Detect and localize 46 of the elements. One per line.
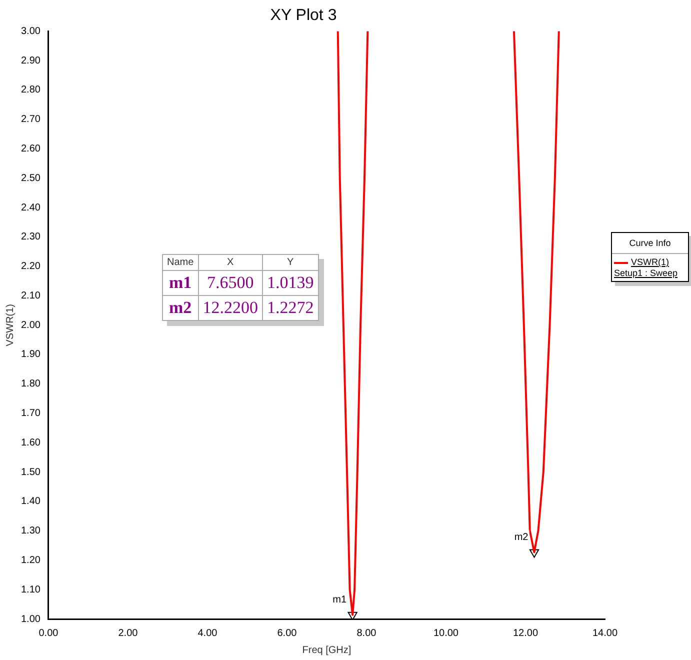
y-tick-label: 1.10	[20, 584, 41, 596]
y-tick-label: 1.60	[20, 437, 41, 448]
annotation: Name	[162, 254, 198, 270]
y-tick-label: 2.60	[20, 144, 41, 155]
annotation: 7.6500	[198, 270, 262, 296]
y-axis-title: VSWR(1)	[4, 304, 16, 346]
text: Setup1 : Sweep	[613, 268, 679, 280]
y-tick-label: 2.80	[20, 84, 41, 96]
x-tick-label: 8.00	[356, 628, 377, 639]
legend-title: Curve Info	[612, 233, 688, 254]
y-tick-label: 2.10	[20, 290, 41, 302]
annotation: m2	[162, 296, 198, 320]
y-tick-label: 2.20	[20, 261, 41, 272]
x-tick-label: 4.00	[198, 628, 218, 639]
annotation: 12.2200	[198, 296, 262, 320]
x-axis-title: Freq [GHz]	[302, 644, 352, 656]
y-tick-label: 2.90	[20, 55, 41, 66]
chart-title: XY Plot 3	[270, 7, 337, 24]
x-tick-label: 14.00	[592, 628, 618, 639]
y-tick-label: 3.00	[20, 26, 41, 37]
annotation: m2	[514, 532, 529, 543]
annotation: 1.2272	[262, 296, 318, 320]
y-tick-label: 2.40	[20, 202, 41, 214]
y-tick-label: 1.90	[20, 349, 41, 360]
annotation: 1.0139	[262, 270, 318, 296]
y-tick-label: 2.50	[20, 172, 41, 184]
y-tick-label: 2.30	[20, 232, 41, 243]
y-tick-label: 1.00	[20, 614, 41, 625]
annotation: X	[198, 254, 262, 270]
y-tick-label: 2.70	[20, 114, 41, 126]
y-tick-label: 1.50	[20, 466, 41, 478]
legend-label: VSWR(1)	[631, 257, 669, 267]
annotation: Y	[262, 254, 318, 270]
annotation: m1	[162, 270, 198, 296]
x-tick-label: 10.00	[433, 628, 459, 639]
y-tick-label: 1.20	[20, 554, 41, 566]
x-tick-label: 2.00	[118, 628, 138, 639]
y-tick-label: 1.70	[20, 408, 41, 420]
y-tick-label: 1.30	[20, 526, 41, 537]
x-tick-label: 0.00	[38, 628, 59, 639]
x-tick-label: 12.00	[512, 628, 538, 639]
y-tick-label: 2.00	[20, 320, 41, 331]
y-tick-label: 1.40	[20, 496, 41, 508]
y-tick-label: 1.80	[20, 378, 41, 390]
annotation: m1	[332, 594, 347, 606]
x-tick-label: 6.00	[277, 628, 298, 639]
